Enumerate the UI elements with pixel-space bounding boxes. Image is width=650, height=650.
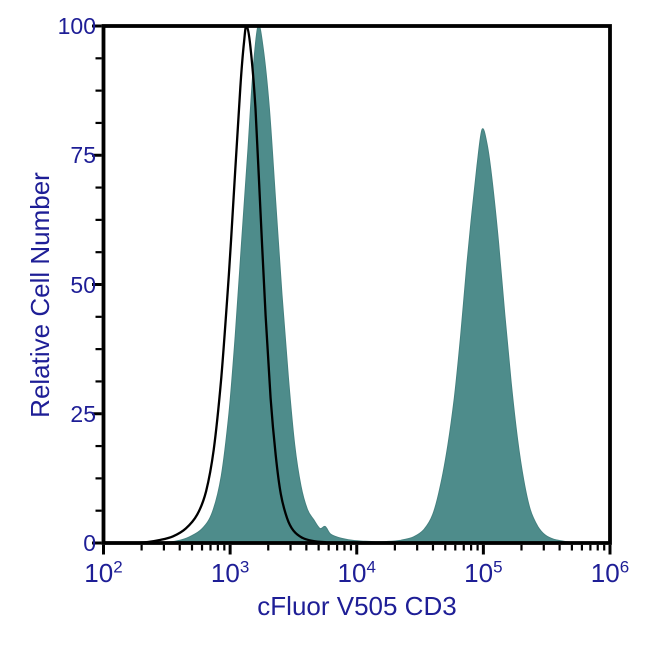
x-tick-label-10e3: 103 [210,557,250,588]
filled-histogram-curve [160,24,579,544]
x-tick-label-10e5: 105 [464,557,503,588]
y-tick-label-0: 0 [83,530,96,556]
y-tick-label-100: 100 [57,13,96,39]
x-tick-label-10e4: 104 [337,557,376,588]
y-tick-label-75: 75 [70,142,96,169]
x-tick-label-10e2: 102 [84,557,123,588]
open-histogram-curve [102,24,612,545]
plot-frame [101,24,612,545]
y-tick-label-25: 25 [70,400,96,427]
x-tick-label-10e6: 106 [590,557,630,588]
y-tick-label-50: 50 [70,271,96,298]
x-axis-title: cFluor V505 CD3 [257,591,457,621]
